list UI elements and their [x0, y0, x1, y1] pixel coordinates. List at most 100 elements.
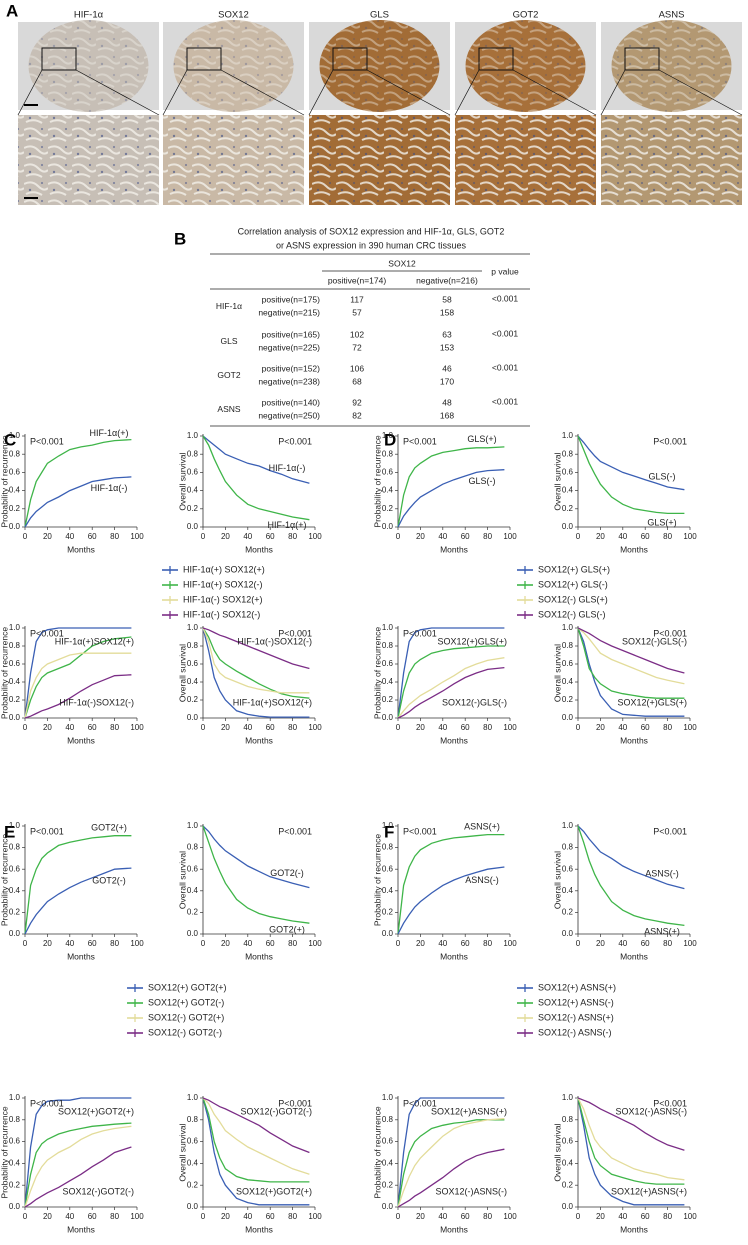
p-value: P<0.001 [403, 1098, 437, 1108]
y-tick-label: 0.2 [562, 504, 574, 513]
x-axis-title: Months [67, 735, 95, 745]
zoom-line [75, 69, 160, 116]
y-tick-label: 0.6 [562, 659, 574, 668]
y-axis-title: Probability of recurrence [372, 435, 382, 527]
x-tick-label: 40 [243, 532, 252, 541]
y-tick-label: 0.4 [187, 486, 199, 495]
x-tick-label: 40 [65, 532, 74, 541]
zoom-image-texture [309, 115, 450, 205]
y-tick-label: 0.2 [562, 695, 574, 704]
cell: 63 [442, 329, 452, 339]
curve-label: GLS(-) [469, 476, 496, 486]
x-tick-label: 80 [663, 1212, 672, 1221]
x-tick-label: 60 [641, 723, 650, 732]
x-tick-label: 20 [596, 723, 605, 732]
curve-label: SOX12(-)GOT2(-) [240, 1106, 312, 1116]
y-tick-label: 0.8 [9, 449, 21, 458]
survival-curve [397, 866, 505, 935]
y-axis-title: Probability of recurrence [0, 1106, 9, 1198]
p-value: P<0.001 [30, 436, 64, 446]
y-tick-label: 1.0 [382, 431, 394, 440]
x-tick-label: 100 [503, 939, 517, 948]
x-tick-label: 60 [266, 532, 275, 541]
row-marker: GOT2 [217, 370, 240, 380]
p-value: P<0.001 [30, 826, 64, 836]
cell: 158 [440, 307, 454, 317]
survival-curve [577, 825, 685, 927]
survival-curve [24, 636, 132, 719]
y-tick-label: 0.2 [382, 908, 394, 917]
curve-label: HIF-1α(-)SOX12(-) [59, 697, 134, 707]
curve-label: HIF-1α(+) [268, 520, 307, 530]
y-tick-label: 0.0 [562, 1202, 574, 1211]
x-tick-label: 20 [221, 532, 230, 541]
row-marker: HIF-1α [216, 301, 242, 311]
x-tick-label: 100 [130, 1212, 144, 1221]
x-tick-label: 80 [663, 723, 672, 732]
survival-curve [24, 1146, 132, 1208]
legend-label: HIF-1α(+) SOX12(+) [183, 564, 265, 574]
y-axis-title: Probability of recurrence [372, 1106, 382, 1198]
y-tick-label: 0.4 [9, 886, 21, 895]
panel-label: C [4, 430, 16, 449]
y-tick-label: 0.2 [382, 1180, 394, 1189]
x-tick-label: 60 [641, 532, 650, 541]
x-axis-title: Months [620, 1224, 648, 1234]
x-axis-title: Months [245, 951, 273, 961]
x-tick-label: 100 [683, 532, 697, 541]
y-tick-label: 1.0 [562, 1093, 574, 1102]
cell: 153 [440, 342, 454, 352]
legend-label: SOX12(-) ASNS(-) [538, 1027, 612, 1037]
x-tick-label: 80 [288, 532, 297, 541]
row-level: positive(n=140) [262, 397, 321, 407]
y-axis-title: Probability of recurrence [372, 834, 382, 926]
zoom-line [600, 69, 626, 116]
x-tick-label: 40 [618, 939, 627, 948]
y-tick-label: 0.0 [9, 1202, 21, 1211]
x-tick-label: 80 [483, 1212, 492, 1221]
zoom-line [366, 69, 451, 116]
x-tick-label: 80 [288, 1212, 297, 1221]
km-chart: 0.0 0.2 0.4 0.6 0.8 1.0 0 20 40 60 80 100 Months Prob… [0, 982, 227, 1234]
x-tick-label: 0 [576, 532, 581, 541]
zoom-line [220, 69, 305, 116]
legend-label: SOX12(-) GLS(-) [538, 609, 606, 619]
y-tick-label: 0.8 [562, 641, 574, 650]
km-chart: 0.0 0.2 0.4 0.6 0.8 1.0 0 20 40 60 80 100 Months Prob… [0, 564, 265, 745]
p-value: P<0.001 [653, 1098, 687, 1108]
x-tick-label: 0 [396, 939, 401, 948]
x-tick-label: 60 [641, 939, 650, 948]
row-p: <0.001 [492, 362, 519, 372]
curve-label: GOT2(+) [269, 924, 305, 934]
zoom-box [478, 47, 514, 71]
survival-curve [202, 825, 310, 889]
survival-curve [202, 1097, 310, 1154]
survival-curve [24, 867, 132, 935]
x-tick-label: 20 [43, 723, 52, 732]
x-axis-title: Months [440, 735, 468, 745]
row-level: negative(n=215) [258, 307, 320, 317]
curve-label: ASNS(+) [644, 926, 680, 936]
survival-curve [24, 652, 132, 719]
y-tick-label: 0.6 [562, 864, 574, 873]
y-tick-label: 0.0 [187, 522, 199, 531]
tissue-core-texture [28, 20, 149, 112]
survival-curve [202, 1097, 310, 1183]
tissue-core-texture [611, 20, 732, 112]
x-tick-label: 80 [110, 532, 119, 541]
y-tick-label: 0.4 [382, 486, 394, 495]
p-value: P<0.001 [30, 1098, 64, 1108]
x-tick-label: 60 [266, 939, 275, 948]
km-chart: 0.0 0.2 0.4 0.6 0.8 1.0 0 20 40 60 80 100 Months Prob… [0, 428, 144, 554]
x-tick-label: 40 [65, 939, 74, 948]
y-tick-label: 0.0 [382, 522, 394, 531]
zoom-image-texture [601, 115, 742, 205]
x-axis-title: Months [245, 735, 273, 745]
y-axis-title: Overall survival [177, 851, 187, 909]
y-tick-label: 0.4 [187, 677, 199, 686]
x-tick-label: 20 [596, 532, 605, 541]
x-tick-label: 60 [266, 1212, 275, 1221]
y-tick-label: 0.0 [187, 929, 199, 938]
x-tick-label: 60 [641, 1212, 650, 1221]
